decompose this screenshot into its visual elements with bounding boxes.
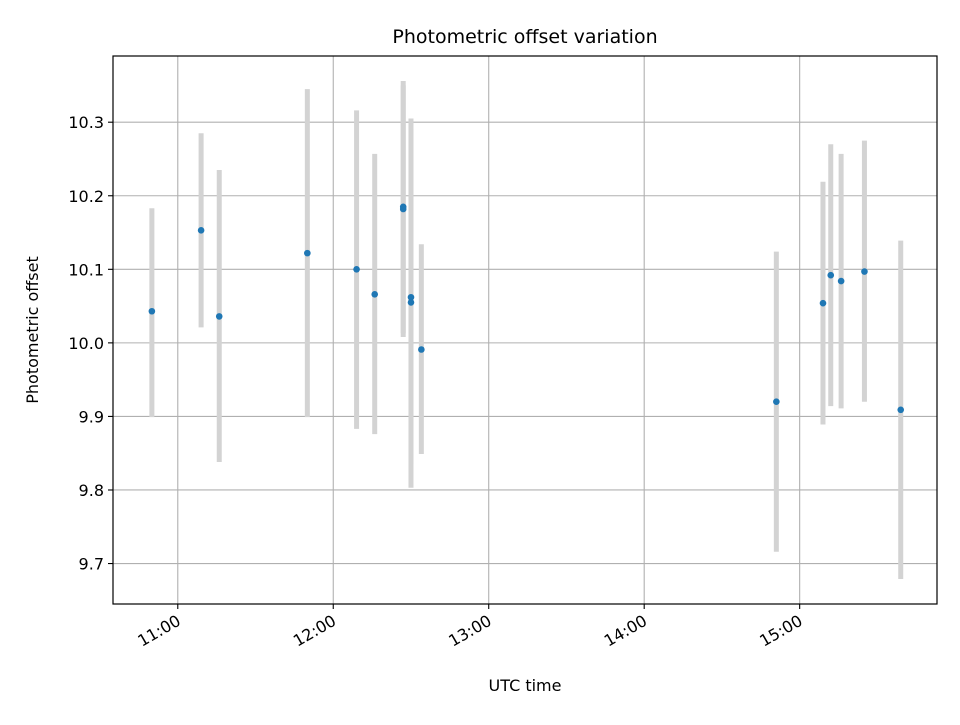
data-point <box>197 227 205 234</box>
data-point <box>819 299 827 307</box>
data-point <box>407 293 415 301</box>
y-tick-label: 10.0 <box>68 334 104 353</box>
data-point <box>418 346 425 353</box>
y-tick-label: 10.2 <box>68 187 104 206</box>
y-tick-label: 9.7 <box>79 555 104 574</box>
plot-area-frame <box>112 55 938 605</box>
data-point <box>304 249 311 257</box>
y-tick-label: 10.1 <box>68 260 104 279</box>
data-point <box>371 291 379 298</box>
data-point <box>215 313 223 320</box>
data-point <box>399 205 407 213</box>
data-point <box>353 266 360 273</box>
data-point <box>773 398 780 406</box>
y-tick-label: 9.9 <box>79 407 104 426</box>
data-point <box>148 307 156 315</box>
data-point <box>407 299 415 306</box>
data-point <box>861 268 868 275</box>
y-tick-label: 10.3 <box>68 113 104 132</box>
data-point <box>827 271 835 279</box>
y-tick-label: 9.8 <box>79 481 104 500</box>
data-point <box>837 277 845 285</box>
x-axis-label: UTC time <box>489 676 562 695</box>
data-points <box>148 203 905 414</box>
grid <box>113 56 937 604</box>
chart-title: Photometric offset variation <box>392 26 657 48</box>
data-point <box>897 406 905 414</box>
y-axis-label: Photometric offset <box>23 256 42 404</box>
